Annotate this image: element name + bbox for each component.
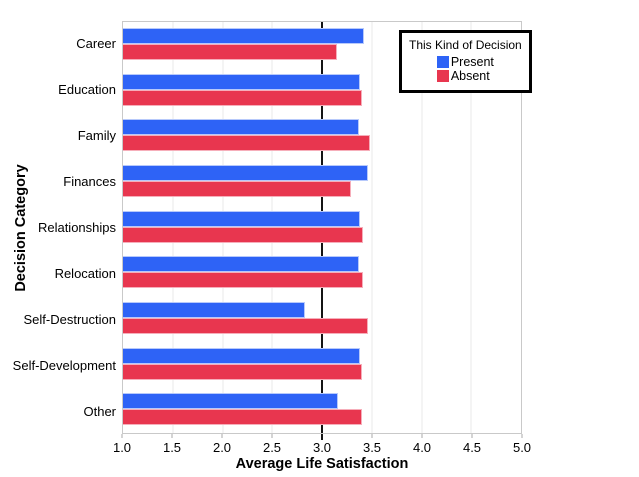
bar-self-destruction-absent[interactable]: [123, 318, 368, 335]
category-label-self-destruction: Self-Destruction: [23, 311, 116, 327]
bar-career-absent[interactable]: [123, 44, 337, 60]
y-axis-tick-labels: Career Education Family Finances Relationshi…: [0, 21, 119, 434]
x-tick-1.5: [171, 434, 173, 438]
bar-education-present[interactable]: [123, 73, 360, 90]
x-axis-title: Average Life Satisfaction: [235, 456, 409, 472]
bar-group-career: [123, 22, 521, 68]
bar-family-present[interactable]: [123, 119, 359, 136]
bar-group-self-development: [123, 342, 521, 388]
bars-layer: [123, 22, 521, 433]
legend-item-absent[interactable]: Absent: [436, 69, 494, 83]
bar-group-self-destruction: [123, 296, 521, 342]
legend-item-label: Absent: [450, 69, 490, 83]
legend-swatch-absent[interactable]: [436, 70, 449, 82]
x-tick-label-4.5: 4.5: [462, 440, 482, 455]
bar-other-present[interactable]: [123, 393, 338, 410]
category-label-other: Other: [83, 403, 116, 419]
x-tick-3.5: [371, 434, 373, 438]
gridline-x-4.5: [470, 22, 472, 433]
category-label-career: Career: [76, 36, 116, 52]
x-tick-label-4.0: 4.0: [412, 440, 432, 455]
legend-items: Present Absent: [436, 55, 494, 83]
category-label-finances: Finances: [63, 174, 116, 190]
gridline-x-4.0: [421, 22, 422, 433]
category-label-education: Education: [58, 82, 116, 98]
bar-other-absent[interactable]: [123, 409, 362, 426]
x-tick-label-3.0: 3.0: [312, 440, 332, 455]
bar-self-development-absent[interactable]: [123, 363, 362, 380]
bar-relocation-present[interactable]: [123, 256, 359, 273]
x-tick-3.0: [321, 434, 323, 440]
x-tick-4.5: [471, 434, 473, 438]
x-tick-label-1.5: 1.5: [162, 440, 182, 455]
category-label-self-development: Self-Development: [12, 357, 116, 373]
category-label-relationships: Relationships: [37, 220, 116, 235]
bar-group-education: [123, 68, 521, 114]
x-tick-1.0: [121, 434, 123, 438]
x-tick-label-5.0: 5.0: [512, 440, 532, 455]
bar-relocation-absent[interactable]: [123, 272, 363, 289]
legend-title: This Kind of Decision: [409, 38, 522, 52]
legend-item-label: Present: [450, 55, 494, 69]
bar-self-destruction-present[interactable]: [123, 302, 306, 319]
legend-swatch-present[interactable]: [436, 56, 449, 68]
x-tick-label-2.0: 2.0: [212, 440, 232, 455]
bar-group-relationships: [123, 205, 521, 251]
gridline-x-3.5: [371, 22, 373, 433]
x-tick-label-1.0: 1.0: [112, 440, 132, 455]
bar-family-absent[interactable]: [123, 135, 370, 152]
bar-self-development-present[interactable]: [123, 347, 360, 364]
bar-group-other: [123, 387, 521, 433]
bar-career-present[interactable]: [123, 28, 364, 44]
x-tick-label-2.5: 2.5: [262, 440, 282, 455]
category-label-relocation: Relocation: [54, 265, 116, 281]
plot-area: This Kind of Decision Present Absent: [122, 21, 532, 434]
bar-group-relocation: [123, 250, 521, 296]
x-axis: 1.0 1.5 2.0 2.5 3.0 3.5 4.0 4.5 5.0: [113, 434, 531, 456]
legend-item-present[interactable]: Present: [436, 55, 494, 69]
bar-finances-present[interactable]: [123, 165, 368, 182]
x-tick-4.0: [421, 434, 423, 438]
x-tick-2.0: [221, 434, 223, 438]
x-tick-2.5: [271, 434, 273, 438]
legend: This Kind of Decision Present Absent: [399, 30, 532, 93]
bar-education-absent[interactable]: [123, 89, 362, 106]
bar-relationships-absent[interactable]: [123, 226, 363, 243]
category-label-family: Family: [77, 128, 116, 144]
x-tick-5.0: [521, 434, 523, 438]
x-tick-label-3.5: 3.5: [362, 440, 382, 455]
bar-group-finances: [123, 159, 521, 205]
bar-relationships-present[interactable]: [123, 210, 360, 227]
bar-group-family: [123, 113, 521, 159]
bar-finances-absent[interactable]: [123, 181, 351, 198]
